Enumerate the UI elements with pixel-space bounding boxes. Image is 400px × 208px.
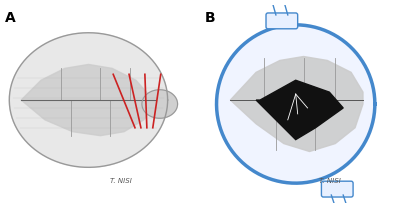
Polygon shape [142,90,178,118]
Polygon shape [256,80,343,140]
FancyBboxPatch shape [266,13,298,29]
Text: T. NISI: T. NISI [320,178,341,184]
Polygon shape [230,57,363,151]
Polygon shape [216,25,375,183]
FancyBboxPatch shape [322,181,353,197]
Text: B: B [205,11,215,25]
Text: T. NISI: T. NISI [110,178,132,184]
Polygon shape [9,33,168,167]
Polygon shape [21,64,156,136]
Text: A: A [5,11,16,25]
